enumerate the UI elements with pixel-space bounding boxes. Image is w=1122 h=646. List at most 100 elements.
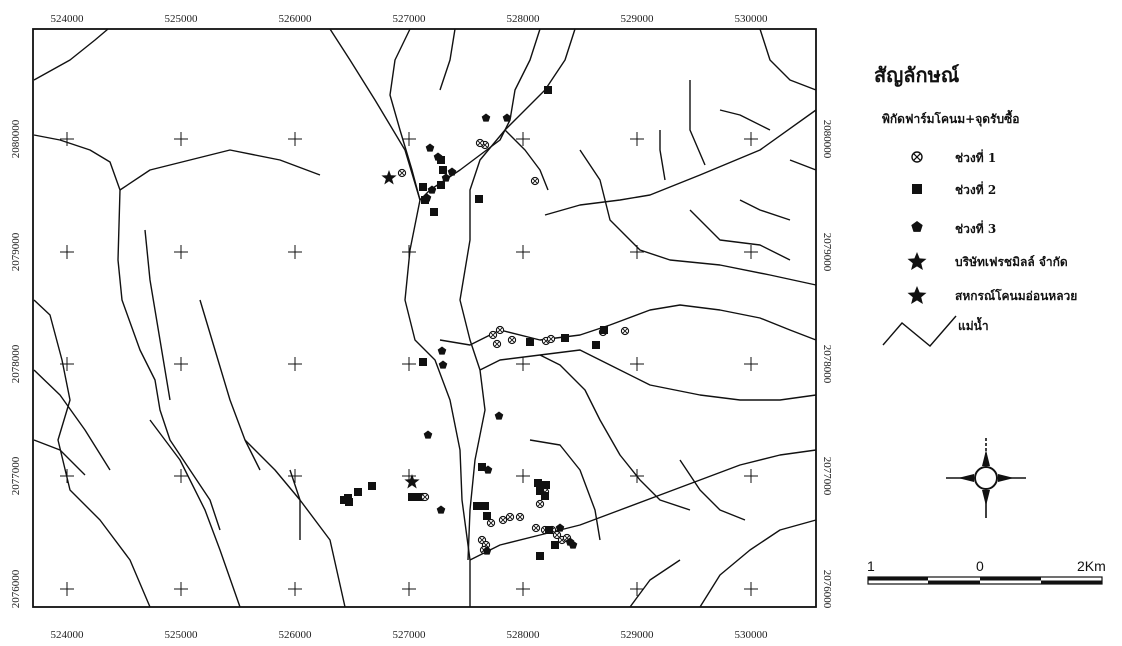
grid-cross (630, 357, 644, 371)
period-3-point (502, 113, 512, 122)
period-2-point (354, 488, 362, 496)
grid-cross (630, 582, 644, 596)
period-2-point (419, 358, 427, 366)
grid-cross (174, 469, 188, 483)
period-1-point (546, 334, 556, 344)
period-1-point (507, 335, 517, 345)
period-1-point (505, 512, 515, 522)
grid-cross (288, 469, 302, 483)
river-line (144, 229, 171, 401)
company-star-point (381, 170, 397, 185)
river-line (439, 28, 456, 91)
period-2-point (600, 326, 608, 334)
period-3-point (568, 540, 578, 549)
period-2-point (526, 338, 534, 346)
legend-subtitle: พิกัดฟาร์มโคนม+จุดรับซื้อ (882, 109, 1019, 127)
river-line (499, 304, 817, 341)
period-2-point (437, 181, 445, 189)
period-2-point (368, 482, 376, 490)
river-line (33, 439, 86, 476)
y-tick-label-left: 2077000 (10, 456, 22, 495)
river-line (329, 28, 421, 201)
x-axis-top-labels: 524000 525000 526000 527000 528000 529000 5300… (51, 13, 769, 25)
legend: สัญลักษณ์ พิกัดฟาร์มโคนม+จุดรับซื้อ ช่วง… (874, 63, 1077, 347)
circle-x-icon (911, 151, 923, 163)
river-line (504, 129, 549, 191)
period-1-point (475, 138, 485, 148)
river-line (689, 209, 791, 261)
river-line (759, 28, 817, 91)
y-axis-left-labels: 2080000 2079000 2078000 2077000 2076000 (10, 119, 22, 608)
grid-cross (60, 132, 74, 146)
x-tick-label-top: 526000 (279, 13, 313, 25)
grid-cross (516, 132, 530, 146)
y-tick-label-right: 2076000 (821, 570, 833, 609)
river-line (529, 439, 601, 541)
period-2-point (481, 502, 489, 510)
y-axis-right-labels: 2080000 2079000 2078000 2077000 2076000 (821, 120, 833, 609)
grid-cross (402, 245, 416, 259)
y-tick-label-right: 2077000 (821, 457, 833, 496)
period-1-point (498, 515, 508, 525)
period-2-point (592, 341, 600, 349)
legend-item-label: ช่วงที่ 1 (955, 149, 996, 165)
period-1-point (535, 499, 545, 509)
legend-item-label: ช่วงที่ 2 (955, 181, 996, 197)
period-1-point (420, 492, 430, 502)
river-line (629, 559, 681, 608)
river-line (579, 149, 817, 286)
period-3-point (483, 465, 493, 474)
grid-cross (174, 582, 188, 596)
river-line (33, 299, 151, 608)
grid-cross (288, 132, 302, 146)
x-tick-label-bottom: 530000 (735, 629, 769, 641)
square-icon (912, 184, 922, 194)
star-icon (907, 286, 927, 304)
period-2-point (430, 208, 438, 216)
legend-item-river: แม่น้ำ (882, 315, 989, 347)
period-3-point (422, 193, 432, 202)
period-1-point (552, 530, 562, 540)
x-tick-label-bottom: 525000 (165, 629, 199, 641)
period-2-point (437, 156, 445, 164)
grid-cross (402, 132, 416, 146)
grid-cross (174, 357, 188, 371)
period-2-point (439, 166, 447, 174)
river-line (404, 199, 471, 607)
x-tick-label-top: 527000 (393, 13, 427, 25)
grid-cross (516, 245, 530, 259)
period-2-point (414, 493, 422, 501)
river-line (199, 299, 261, 471)
period-3-point (482, 546, 492, 555)
x-tick-label-bottom: 524000 (51, 629, 85, 641)
period-3-point (427, 185, 437, 194)
x-axis-bottom-labels: 524000 525000 526000 527000 528000 529000 5300… (51, 629, 769, 641)
star-icon (907, 252, 927, 270)
y-tick-label-right: 2079000 (821, 233, 833, 272)
river-line (469, 449, 817, 561)
legend-item-period-2: ช่วงที่ 2 (912, 181, 996, 197)
period-3-point (555, 523, 565, 532)
grid-cross (402, 357, 416, 371)
grid-cross (516, 357, 530, 371)
x-tick-label-top: 529000 (621, 13, 655, 25)
river-line (149, 419, 241, 608)
period-2-point (473, 502, 481, 510)
x-tick-label-bottom: 529000 (621, 629, 655, 641)
river-line (33, 28, 109, 81)
period-3-point (425, 143, 435, 152)
river-line (479, 349, 817, 401)
legend-item-period-1: ช่วงที่ 1 (911, 149, 996, 165)
period-2-point (544, 86, 552, 94)
river-line (679, 459, 746, 521)
grid-cross (744, 132, 758, 146)
y-tick-label-left: 2078000 (10, 344, 22, 383)
river-line (719, 109, 771, 131)
period-2-point (551, 541, 559, 549)
river-line (739, 199, 791, 221)
period-3-point (433, 152, 443, 161)
grid-cross (288, 357, 302, 371)
y-tick-label-left: 2080000 (10, 119, 22, 158)
compass-rose-icon (946, 438, 1026, 518)
